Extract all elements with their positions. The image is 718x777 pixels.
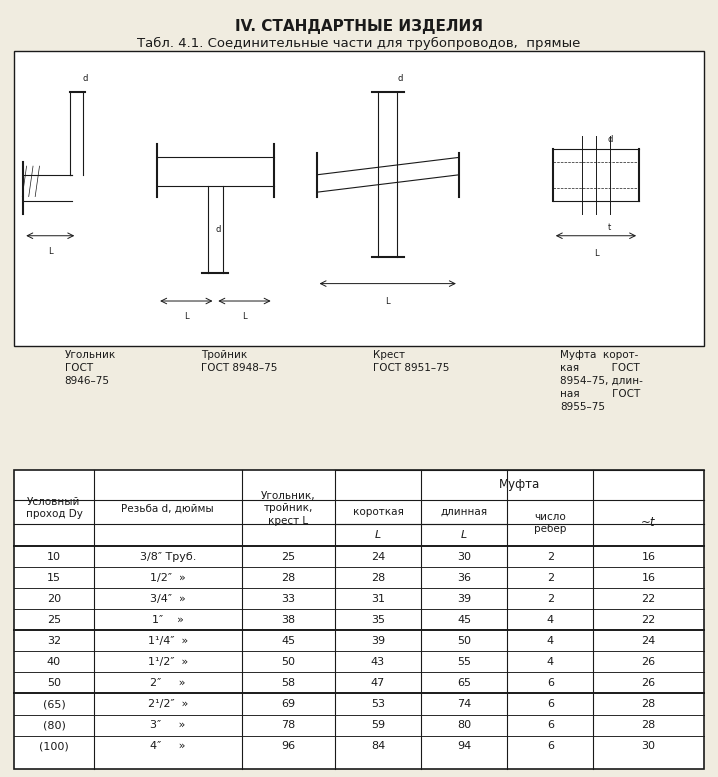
Text: 1″    »: 1″ » [151, 615, 184, 625]
Text: 74: 74 [457, 699, 471, 709]
Text: 84: 84 [370, 741, 385, 751]
Text: 3″     »: 3″ » [150, 720, 185, 730]
Text: 69: 69 [281, 699, 295, 709]
Text: Резьба d, дюймы: Резьба d, дюймы [121, 503, 214, 513]
Text: 94: 94 [457, 741, 471, 751]
Text: 16: 16 [641, 573, 656, 583]
Text: 15: 15 [47, 573, 61, 583]
Text: L: L [48, 246, 52, 256]
Text: 26: 26 [641, 657, 656, 667]
Text: 4: 4 [546, 657, 554, 667]
Text: 30: 30 [641, 741, 656, 751]
Text: Угольник,
тройник,
крест L: Угольник, тройник, крест L [261, 491, 316, 525]
Text: 55: 55 [457, 657, 471, 667]
Text: 78: 78 [281, 720, 296, 730]
Text: Тройник
ГОСТ 8948–75: Тройник ГОСТ 8948–75 [201, 350, 277, 373]
Text: 36: 36 [457, 573, 471, 583]
Text: 24: 24 [370, 552, 385, 562]
Text: 6: 6 [547, 720, 554, 730]
Text: число
ребер: число ребер [534, 512, 567, 534]
Text: 50: 50 [281, 657, 295, 667]
Bar [14, 51, 704, 346]
Text: 2: 2 [546, 594, 554, 604]
Text: ~t: ~t [641, 517, 656, 529]
Text: 24: 24 [641, 636, 656, 646]
Text: 25: 25 [281, 552, 295, 562]
Text: 38: 38 [281, 615, 295, 625]
Text: 3/4″  »: 3/4″ » [150, 594, 185, 604]
Text: 28: 28 [641, 699, 656, 709]
Text: 22: 22 [641, 615, 656, 625]
Text: 59: 59 [371, 720, 385, 730]
Text: 10: 10 [47, 552, 61, 562]
Text: 1¹/2″  »: 1¹/2″ » [148, 657, 188, 667]
Text: t: t [607, 223, 611, 232]
Text: 80: 80 [457, 720, 471, 730]
Text: 4″     »: 4″ » [150, 741, 185, 751]
Text: L: L [375, 531, 381, 540]
Text: 53: 53 [371, 699, 385, 709]
Text: L: L [242, 312, 247, 321]
Text: 1¹/4″  »: 1¹/4″ » [148, 636, 188, 646]
Text: 45: 45 [281, 636, 295, 646]
Text: 6: 6 [547, 678, 554, 688]
Text: 20: 20 [47, 594, 61, 604]
Text: 50: 50 [457, 636, 471, 646]
Text: 33: 33 [281, 594, 295, 604]
Text: длинная: длинная [441, 507, 488, 517]
Text: 47: 47 [370, 678, 385, 688]
Text: Муфта: Муфта [498, 479, 540, 491]
Text: Крест
ГОСТ 8951–75: Крест ГОСТ 8951–75 [373, 350, 449, 373]
Bar [14, 470, 704, 769]
Text: 2: 2 [546, 552, 554, 562]
Text: 2¹/2″  »: 2¹/2″ » [147, 699, 188, 709]
Text: 28: 28 [281, 573, 296, 583]
Text: 35: 35 [371, 615, 385, 625]
Text: 28: 28 [370, 573, 385, 583]
Text: L: L [594, 249, 598, 258]
Text: 32: 32 [47, 636, 61, 646]
Text: L: L [184, 312, 189, 321]
Text: 58: 58 [281, 678, 295, 688]
Text: 6: 6 [547, 699, 554, 709]
Text: 1/2″  »: 1/2″ » [150, 573, 185, 583]
Text: L: L [461, 531, 467, 540]
Text: Табл. 4.1. Соединительные части для трубопроводов,  прямые: Табл. 4.1. Соединительные части для труб… [137, 37, 581, 51]
Text: 40: 40 [47, 657, 61, 667]
Text: 16: 16 [641, 552, 656, 562]
Text: 31: 31 [371, 594, 385, 604]
Text: 2: 2 [546, 573, 554, 583]
Text: 22: 22 [641, 594, 656, 604]
Text: L: L [386, 297, 390, 305]
Text: IV. СТАНДАРТНЫЕ ИЗДЕЛИЯ: IV. СТАНДАРТНЫЕ ИЗДЕЛИЯ [235, 19, 483, 34]
Text: 65: 65 [457, 678, 471, 688]
Text: 45: 45 [457, 615, 471, 625]
Text: 2″     »: 2″ » [150, 678, 185, 688]
Text: d: d [397, 75, 403, 83]
Text: 4: 4 [546, 615, 554, 625]
Text: d: d [215, 225, 220, 234]
Text: (65): (65) [42, 699, 65, 709]
Text: Условный
проход Dy: Условный проход Dy [26, 497, 83, 519]
Text: 43: 43 [371, 657, 385, 667]
Text: 25: 25 [47, 615, 61, 625]
Text: 39: 39 [457, 594, 471, 604]
Text: 6: 6 [547, 741, 554, 751]
Text: 50: 50 [47, 678, 61, 688]
Text: 3/8″ Труб.: 3/8″ Труб. [139, 552, 196, 562]
Text: 96: 96 [281, 741, 295, 751]
Text: 28: 28 [641, 720, 656, 730]
Text: d: d [607, 135, 612, 145]
Text: 30: 30 [457, 552, 471, 562]
Text: 4: 4 [546, 636, 554, 646]
Text: Муфта  корот-
кая          ГОСТ
8954–75, длин-
ная          ГОСТ
8955–75: Муфта корот- кая ГОСТ 8954–75, длин- ная… [560, 350, 643, 413]
Text: Угольник
ГОСТ
8946–75: Угольник ГОСТ 8946–75 [65, 350, 116, 386]
Text: (100): (100) [39, 741, 69, 751]
Text: короткая: короткая [353, 507, 404, 517]
Text: d: d [83, 75, 88, 83]
Text: 26: 26 [641, 678, 656, 688]
Text: 39: 39 [371, 636, 385, 646]
Text: (80): (80) [42, 720, 65, 730]
